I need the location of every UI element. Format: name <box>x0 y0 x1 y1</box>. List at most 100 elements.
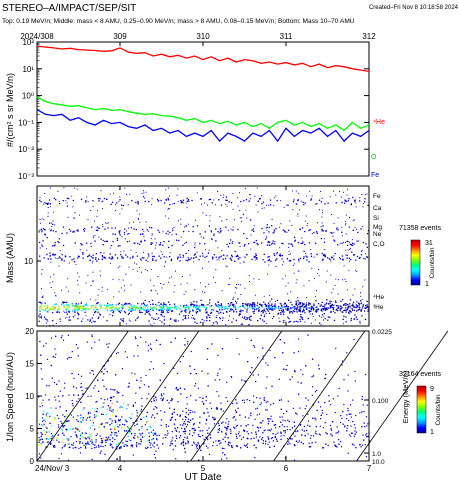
mass-bin <box>324 256 326 258</box>
mass-bin <box>133 262 135 264</box>
velocity-point <box>315 426 317 428</box>
velocity-point <box>225 427 228 429</box>
velocity-point <box>94 428 96 431</box>
mass-bin <box>85 309 87 311</box>
mass-bin <box>250 220 252 222</box>
velocity-point <box>72 447 74 449</box>
velocity-point <box>176 389 178 391</box>
mass-bin <box>197 308 199 310</box>
mass-bin <box>250 307 252 309</box>
mass-bin <box>131 307 133 309</box>
velocity-point <box>76 427 78 429</box>
velocity-point <box>38 441 40 443</box>
mass-bin <box>303 250 305 252</box>
velocity-point <box>80 386 82 388</box>
mass-bin <box>295 282 297 284</box>
species-label: Ne <box>373 231 382 238</box>
velocity-point <box>95 439 97 441</box>
mass-bin <box>235 311 238 313</box>
mass-bin <box>145 310 148 312</box>
mass-bin <box>177 200 179 202</box>
mass-bin <box>223 194 225 196</box>
mass-bin <box>320 310 323 312</box>
velocity-point <box>171 398 173 400</box>
velocity-point <box>50 364 52 367</box>
velocity-point <box>346 352 348 354</box>
mass-bin <box>172 229 174 232</box>
velocity-point <box>92 419 94 421</box>
mass-bin <box>156 313 158 315</box>
velocity-point <box>273 424 275 426</box>
mass-bin <box>321 259 324 261</box>
mass-bin <box>232 229 234 231</box>
velocity-point <box>262 442 264 444</box>
mass-bin <box>347 188 348 190</box>
mass-bin <box>145 309 148 311</box>
velocity-point <box>134 336 136 338</box>
velocity-point <box>322 427 325 429</box>
mass-bin <box>53 273 55 275</box>
mass-bin <box>84 307 86 309</box>
velocity-point <box>251 432 253 434</box>
mass-bin <box>85 200 87 202</box>
mass-bin <box>308 280 310 282</box>
mass-bin <box>239 311 241 313</box>
mass-bin <box>168 208 170 210</box>
mass-bin <box>144 197 146 199</box>
mass-bin <box>137 202 139 204</box>
velocity-point <box>141 397 143 400</box>
mass-bin <box>359 200 361 202</box>
mass-bin <box>50 287 52 288</box>
velocity-point <box>350 404 352 406</box>
mass-bin <box>289 259 292 262</box>
velocity-point <box>126 421 128 423</box>
velocity-point <box>283 426 285 428</box>
mass-bin <box>228 319 229 321</box>
mass-bin <box>349 303 351 305</box>
mass-bin <box>141 303 143 305</box>
velocity-point <box>207 447 209 449</box>
mass-bin <box>288 260 290 262</box>
mass-bin <box>188 231 190 232</box>
velocity-point <box>221 458 223 460</box>
mass-bin <box>137 218 139 219</box>
mass-bin <box>288 317 290 320</box>
velocity-point <box>341 364 343 366</box>
velocity-point <box>355 447 357 449</box>
velocity-point <box>62 426 64 428</box>
mass-bin <box>153 255 155 258</box>
mass-bin <box>366 246 368 248</box>
mass-bin <box>98 200 100 202</box>
mass-bin <box>116 237 119 240</box>
mass-bin <box>168 208 170 210</box>
mass-bin <box>106 240 108 242</box>
mass-bin <box>258 309 260 311</box>
mass-bin <box>193 301 195 303</box>
velocity-point <box>270 428 272 430</box>
velocity-point <box>54 356 56 358</box>
velocity-point <box>267 443 269 446</box>
mass-bin <box>173 319 175 321</box>
mass-bin <box>148 200 150 203</box>
velocity-point <box>187 413 189 416</box>
mass-bin <box>347 309 349 311</box>
mass-bin <box>333 310 334 312</box>
mass-bin <box>115 306 117 309</box>
velocity-point <box>55 399 57 401</box>
mass-bin <box>75 303 77 305</box>
mass-bin <box>60 257 61 259</box>
velocity-point <box>152 438 154 440</box>
mass-bin <box>155 260 157 262</box>
velocity-point <box>184 451 186 453</box>
mass-bin <box>189 310 191 312</box>
velocity-point <box>141 439 143 441</box>
mass-bin <box>162 311 165 313</box>
mass-bin <box>152 309 154 311</box>
mass-bin <box>203 306 206 308</box>
velocity-point <box>74 446 76 449</box>
velocity-point <box>67 459 70 461</box>
velocity-point <box>206 408 208 410</box>
mass-bin <box>363 258 365 260</box>
mass-bin <box>64 301 66 303</box>
velocity-point <box>160 424 162 426</box>
